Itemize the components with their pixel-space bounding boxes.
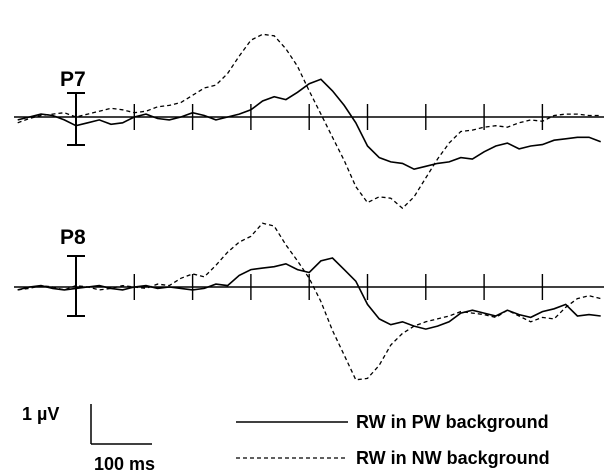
- panel-p8: P8: [14, 222, 604, 381]
- panel-p7: P7: [14, 33, 604, 210]
- series-rw-in-nw-background-p7: [17, 33, 601, 210]
- ticks-p7: [133, 104, 544, 130]
- scale-bar: 1 µV 100 ms: [22, 404, 155, 474]
- scale-bar-amplitude-label: 1 µV: [22, 404, 59, 424]
- amplitude-marker-p7: [67, 92, 85, 146]
- panel-label-p7: P7: [60, 68, 86, 91]
- legend-label-solid: RW in PW background: [356, 412, 549, 432]
- panel-label-p8: P8: [60, 226, 86, 249]
- scale-bar-time-label: 100 ms: [94, 454, 155, 474]
- series-rw-in-pw-background-p7: [17, 78, 601, 171]
- series-rw-in-pw-background-p8: [17, 257, 601, 330]
- legend: RW in PW background RW in NW background: [236, 412, 550, 468]
- series-rw-in-nw-background-p8: [17, 222, 601, 381]
- legend-label-dashed: RW in NW background: [356, 448, 550, 468]
